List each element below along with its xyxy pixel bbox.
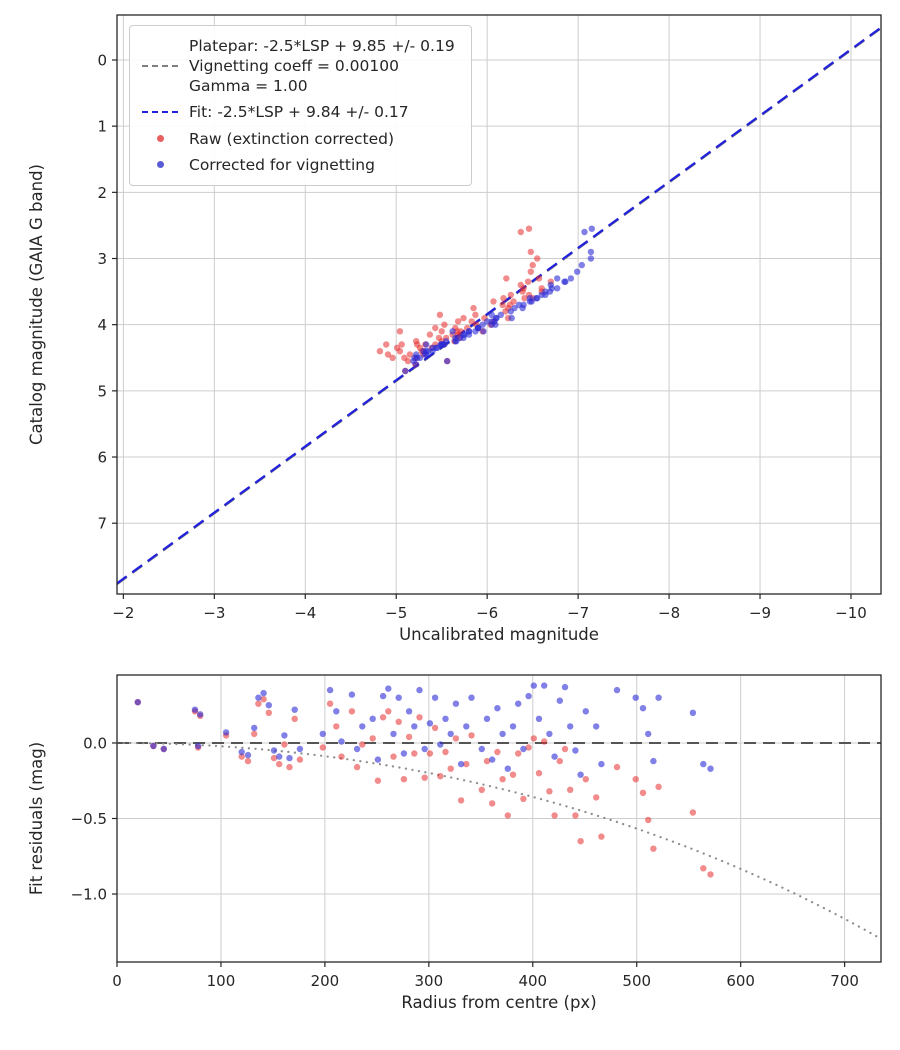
vignetting-coeff-text: Vignetting coeff = 0.00100 — [189, 57, 399, 76]
svg-text:−10: −10 — [835, 604, 867, 622]
svg-text:−1.0: −1.0 — [71, 886, 107, 904]
svg-text:200: 200 — [311, 972, 340, 990]
corrected-marker-icon — [142, 161, 178, 169]
platepar-dashed-line-icon — [142, 65, 178, 68]
svg-text:5: 5 — [97, 382, 107, 400]
svg-text:Uncalibrated magnitude: Uncalibrated magnitude — [399, 625, 599, 644]
svg-text:0: 0 — [97, 51, 107, 69]
svg-text:0.0: 0.0 — [83, 734, 107, 752]
legend: Platepar: -2.5*LSP + 9.85 +/- 0.19 Vigne… — [129, 25, 472, 186]
svg-text:Radius from centre (px): Radius from centre (px) — [401, 993, 596, 1012]
legend-corrected-label: Corrected for vignetting — [189, 155, 375, 175]
svg-text:7: 7 — [97, 515, 107, 533]
legend-entry-raw: Raw (extinction corrected) — [142, 129, 455, 149]
legend-entry-corrected: Corrected for vignetting — [142, 155, 455, 175]
legend-entry-fit: Fit: -2.5*LSP + 9.84 +/- 0.17 — [142, 102, 455, 122]
svg-text:−6: −6 — [476, 604, 498, 622]
svg-text:3: 3 — [97, 250, 107, 268]
series-corrected-for-vignetting — [134, 682, 714, 778]
legend-entry-platepar: Platepar: -2.5*LSP + 9.85 +/- 0.19 Vigne… — [142, 36, 455, 96]
raw-label-text: Raw (extinction corrected) — [189, 129, 395, 148]
fit-dashed-line-icon — [142, 111, 178, 114]
legend-fit-label: Fit: -2.5*LSP + 9.84 +/- 0.17 — [189, 102, 409, 122]
svg-text:400: 400 — [518, 972, 547, 990]
svg-text:6: 6 — [97, 449, 107, 467]
svg-text:500: 500 — [622, 972, 651, 990]
fit-residuals-chart: 0 100 200 300 400 500 600 700 0.0 −0.5 −1.0 Radius … — [27, 674, 883, 1012]
svg-text:Fit residuals (mag): Fit residuals (mag) — [27, 742, 46, 895]
svg-text:600: 600 — [726, 972, 755, 990]
series-raw-extinction-corrected- — [134, 696, 714, 878]
svg-text:Catalog magnitude (GAIA G band: Catalog magnitude (GAIA G band) — [27, 164, 46, 445]
svg-text:−5: −5 — [385, 604, 407, 622]
svg-text:−0.5: −0.5 — [71, 810, 107, 828]
corrected-label-text: Corrected for vignetting — [189, 155, 375, 174]
platepar-equation-text: Platepar: -2.5*LSP + 9.85 +/- 0.19 — [189, 37, 455, 55]
svg-text:4: 4 — [97, 316, 107, 334]
gamma-text: Gamma = 1.00 — [189, 77, 308, 96]
svg-text:100: 100 — [207, 972, 236, 990]
svg-text:−8: −8 — [658, 604, 680, 622]
svg-text:0: 0 — [112, 972, 122, 990]
svg-text:700: 700 — [830, 972, 859, 990]
series-corrected-for-vignetting — [402, 225, 595, 375]
svg-text:300: 300 — [415, 972, 444, 990]
svg-text:−4: −4 — [294, 604, 316, 622]
svg-text:−7: −7 — [567, 604, 589, 622]
svg-text:1: 1 — [97, 118, 107, 136]
fit-equation-text: Fit: -2.5*LSP + 9.84 +/- 0.17 — [189, 103, 409, 122]
svg-text:−2: −2 — [112, 604, 134, 622]
legend-raw-label: Raw (extinction corrected) — [189, 129, 394, 149]
raw-marker-icon — [142, 135, 178, 143]
svg-text:2: 2 — [97, 184, 107, 202]
svg-text:−3: −3 — [203, 604, 225, 622]
svg-text:−9: −9 — [749, 604, 771, 622]
legend-platepar-label: Platepar: -2.5*LSP + 9.85 +/- 0.19 Vigne… — [189, 36, 455, 96]
